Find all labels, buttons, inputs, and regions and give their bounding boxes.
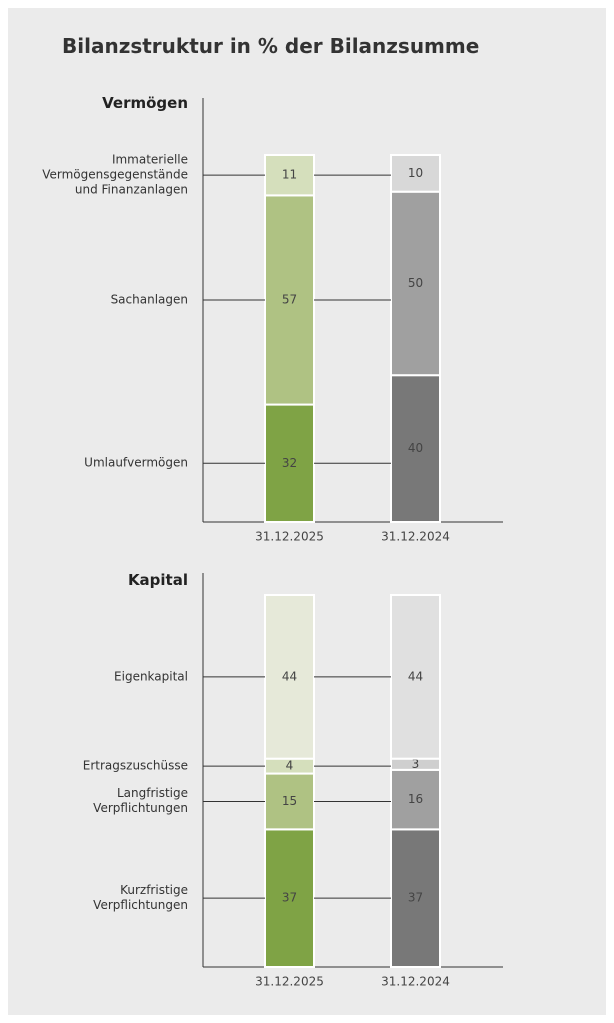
data-label: 3 bbox=[412, 757, 420, 771]
data-label: 44 bbox=[408, 669, 423, 683]
series-label: Eigenkapital bbox=[114, 669, 188, 684]
data-label: 10 bbox=[408, 166, 423, 180]
series-label: Kurzfristige Verpflichtungen bbox=[93, 883, 188, 913]
series-label: Langfristige Verpflichtungen bbox=[93, 786, 188, 816]
bar-segment bbox=[390, 190, 441, 377]
series-label: Sachanlagen bbox=[110, 292, 188, 307]
x-tick-label: 31.12.2024 bbox=[381, 975, 450, 989]
bar-segment bbox=[264, 828, 315, 968]
bar-segment bbox=[264, 403, 315, 523]
series-label: Immaterielle Vermögensgegenstände und Fi… bbox=[42, 152, 188, 197]
data-label: 57 bbox=[282, 292, 297, 306]
x-tick-label: 31.12.2025 bbox=[255, 530, 324, 544]
series-label: Umlaufvermögen bbox=[84, 455, 188, 470]
page-title: Bilanzstruktur in % der Bilanzsumme bbox=[62, 34, 480, 58]
data-label: 40 bbox=[408, 441, 423, 455]
bar-segment bbox=[390, 768, 441, 831]
data-label: 50 bbox=[408, 276, 423, 290]
series-label: Ertragszuschüsse bbox=[82, 758, 188, 773]
data-label: 32 bbox=[282, 456, 297, 470]
x-tick-label: 31.12.2024 bbox=[381, 530, 450, 544]
bar-segment bbox=[264, 154, 315, 197]
data-label: 16 bbox=[408, 792, 423, 806]
data-label: 37 bbox=[282, 891, 297, 905]
bar-segment bbox=[390, 154, 441, 193]
x-tick-label: 31.12.2025 bbox=[255, 975, 324, 989]
chart-title: Kapital bbox=[127, 571, 188, 589]
bar-segment bbox=[390, 594, 441, 760]
chart-title: Vermögen bbox=[102, 94, 188, 112]
data-label: 37 bbox=[408, 891, 423, 905]
data-label: 11 bbox=[282, 168, 297, 182]
data-label: 4 bbox=[286, 759, 294, 773]
data-label: 44 bbox=[282, 669, 297, 683]
data-label: 15 bbox=[282, 794, 297, 808]
bar-segment bbox=[264, 594, 315, 760]
